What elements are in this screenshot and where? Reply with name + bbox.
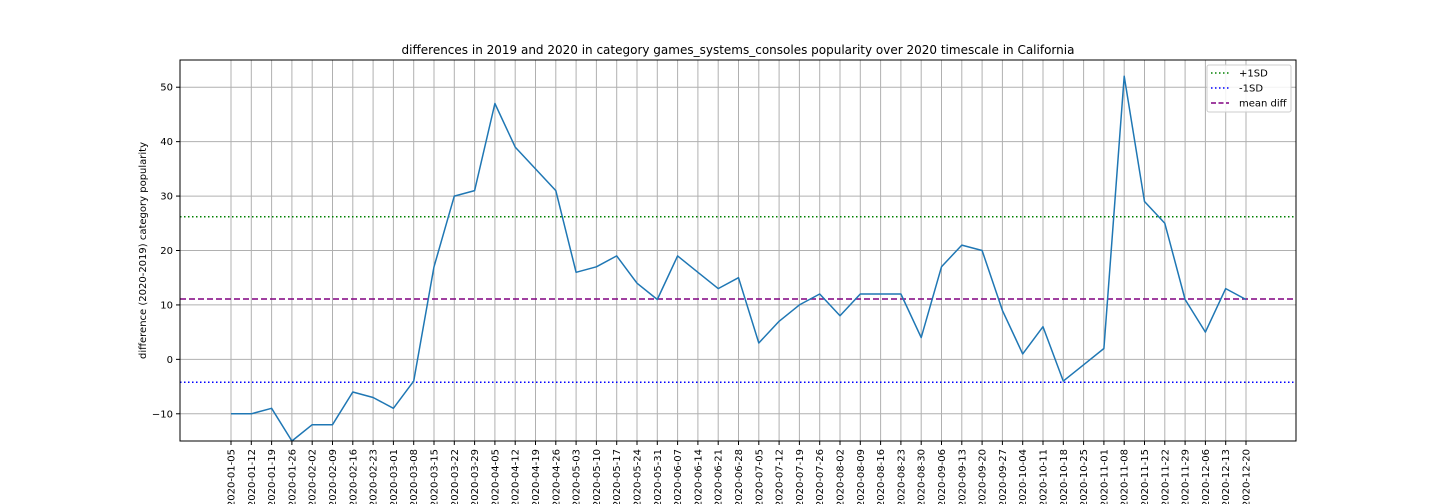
x-tick-label: 2020-05-03	[572, 449, 583, 504]
y-tick-label: 30	[160, 192, 173, 203]
x-tick-label: 2020-12-06	[1201, 449, 1212, 504]
x-tick-label: 2020-08-02	[836, 449, 847, 504]
x-tick-label: 2020-02-23	[369, 449, 380, 504]
x-tick-label: 2020-06-14	[693, 449, 704, 504]
y-tick-label: 10	[160, 300, 173, 311]
x-tick-label: 2020-03-15	[430, 449, 441, 504]
x-tick-label: 2020-03-08	[409, 449, 420, 504]
legend-box	[1206, 64, 1292, 113]
reference-lines	[180, 216, 1296, 383]
x-tick-label: 2020-04-05	[490, 449, 501, 504]
x-tick-label: 2020-01-05	[227, 449, 238, 504]
x-tick-label: 2020-11-08	[1120, 449, 1131, 504]
x-tick-label: 2020-08-23	[896, 449, 907, 504]
x-tick-label: 2020-02-16	[348, 449, 359, 504]
x-tick-label: 2020-06-28	[734, 449, 745, 504]
x-tick-label: 2020-05-24	[633, 449, 644, 504]
x-tick-label: 2020-03-22	[450, 449, 461, 504]
y-tick-label: 0	[167, 355, 173, 366]
x-tick-label: 2020-10-04	[1018, 449, 1029, 504]
x-tick-label: 2020-04-12	[511, 449, 522, 504]
x-tick-label: 2020-10-25	[1079, 449, 1090, 504]
x-tick-label: 2020-06-07	[673, 449, 684, 504]
y-axis: −10 0 10 20 30 40 50	[152, 83, 180, 420]
x-tick-label: 2020-11-29	[1181, 449, 1192, 504]
x-tick-label: 2020-04-26	[551, 449, 562, 504]
x-tick-label: 2020-04-19	[531, 449, 542, 504]
x-tick-label: 2020-09-06	[937, 449, 948, 504]
x-tick-label: 2020-02-02	[308, 449, 319, 504]
legend-entry: mean diff	[1239, 99, 1288, 110]
x-tick-label: 2020-10-18	[1059, 449, 1070, 504]
y-tick-label: 50	[160, 83, 173, 94]
y-tick-label: −10	[152, 409, 173, 420]
x-tick-label: 2020-06-21	[714, 449, 725, 504]
x-tick-label: 2020-11-01	[1099, 449, 1110, 504]
x-tick-label: 2020-07-05	[754, 449, 765, 504]
x-tick-label: 2020-05-31	[653, 449, 664, 504]
chart-title: differences in 2019 and 2020 in category…	[402, 43, 1075, 57]
x-tick-label: 2020-03-29	[470, 449, 481, 504]
x-tick-label: 2020-05-10	[592, 449, 603, 504]
x-tick-label: 2020-05-17	[612, 449, 623, 504]
x-tick-label: 2020-08-30	[917, 449, 928, 504]
x-tick-label: 2020-08-16	[876, 449, 887, 504]
series-line	[231, 75, 1247, 442]
x-tick-label: 2020-08-09	[856, 449, 867, 504]
x-tick-label: 2020-11-15	[1140, 449, 1151, 504]
x-tick-label: 2020-12-20	[1242, 449, 1253, 504]
x-tick-label: 2020-07-12	[775, 449, 786, 504]
series-group	[231, 75, 1247, 442]
grid	[180, 60, 1296, 441]
x-tick-label: 2020-09-27	[998, 449, 1009, 504]
x-tick-label: 2020-09-20	[978, 449, 989, 504]
x-tick-label: 2020-11-22	[1160, 449, 1171, 504]
legend-entry: +1SD	[1239, 69, 1268, 80]
y-tick-label: 20	[160, 246, 173, 257]
x-tick-label: 2020-07-19	[795, 449, 806, 504]
x-axis: 2020-01-05 2020-01-12 2020-01-19 2020-01-26…	[227, 441, 1253, 504]
x-tick-label: 2020-10-11	[1039, 449, 1050, 504]
x-tick-label: 2020-02-09	[328, 449, 339, 504]
y-tick-label: 40	[160, 137, 173, 148]
x-tick-label: 2020-07-26	[815, 449, 826, 504]
x-tick-label: 2020-12-13	[1221, 449, 1232, 504]
legend: +1SD -1SD mean diff	[1206, 64, 1292, 113]
legend-entry: -1SD	[1239, 84, 1263, 95]
x-tick-label: 2020-01-19	[267, 449, 278, 504]
y-axis-label: difference (2020-2019) category populari…	[138, 142, 149, 359]
x-tick-label: 2020-03-01	[389, 449, 400, 504]
x-tick-label: 2020-01-12	[247, 449, 258, 504]
x-tick-label: 2020-01-26	[287, 449, 298, 504]
x-tick-label: 2020-09-13	[957, 449, 968, 504]
